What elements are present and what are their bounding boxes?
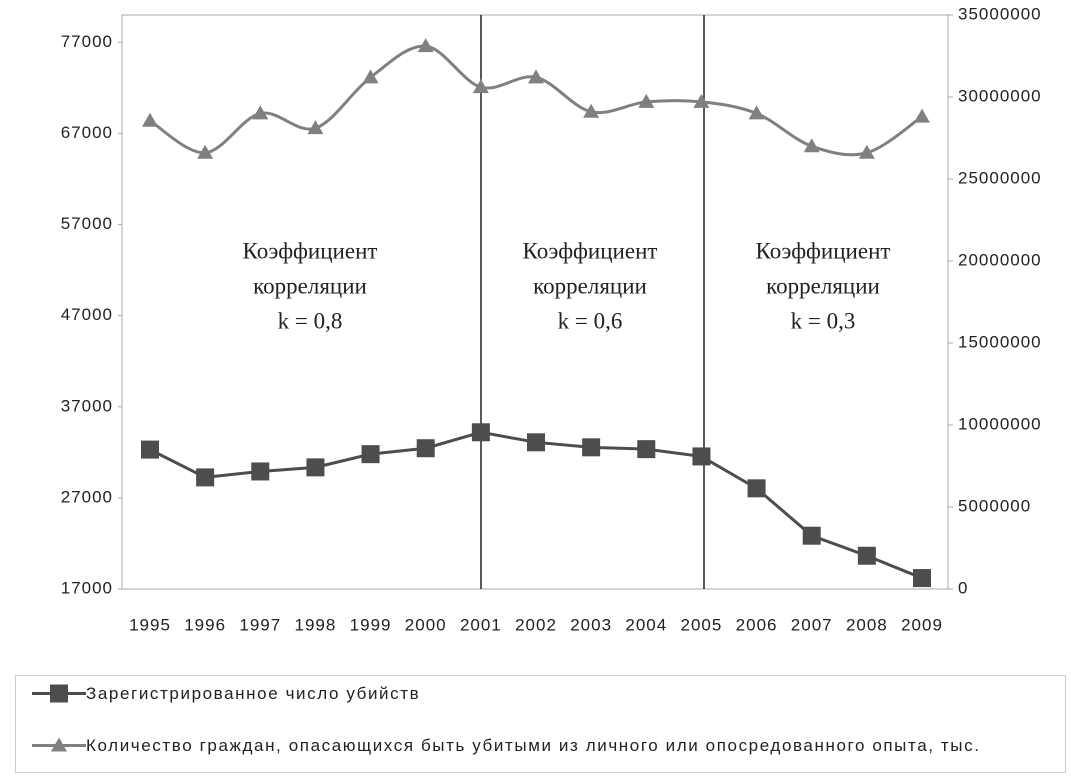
marker-square — [692, 447, 711, 466]
marker-square — [196, 468, 215, 487]
y2-tick-label: 25000000 — [958, 168, 1042, 187]
marker-triangle — [803, 138, 820, 153]
legend-marker — [50, 684, 68, 703]
x-tick-label: 1999 — [350, 615, 392, 634]
y-tick-label: 57000 — [61, 214, 113, 233]
annotation: k = 0,8 — [278, 308, 343, 333]
marker-square — [913, 569, 931, 588]
legend-label: Количество граждан, опасающихся быть уби… — [86, 736, 981, 755]
y-tick-label: 37000 — [61, 396, 113, 415]
annotation: корреляции — [253, 273, 367, 298]
legend-icon — [32, 737, 86, 752]
annotation: корреляции — [533, 273, 647, 298]
annotation: корреляции — [766, 273, 880, 298]
y2-tick-label: 35000000 — [958, 4, 1042, 23]
x-tick-label: 2007 — [791, 615, 833, 634]
annotation: Коэффициент — [523, 238, 658, 263]
x-tick-label: 2001 — [460, 615, 502, 634]
y2-tick-label: 20000000 — [958, 250, 1042, 269]
marker-triangle — [858, 144, 875, 159]
legend-label: Зарегистрированное число убийств — [86, 684, 421, 703]
legend-entry: Зарегистрированное число убийств — [30, 680, 1055, 707]
annotation: k = 0,6 — [558, 308, 623, 333]
marker-square — [527, 433, 545, 452]
y2-tick-label: 0 — [958, 578, 968, 597]
x-tick-label: 2000 — [405, 615, 447, 634]
x-tick-label: 1997 — [239, 615, 281, 634]
x-tick-label: 1995 — [129, 615, 171, 634]
x-tick-label: 2009 — [901, 615, 943, 634]
x-tick-label: 2008 — [846, 615, 888, 634]
marker-square — [251, 462, 270, 481]
marker-square — [416, 439, 435, 458]
x-tick-label: 1998 — [295, 615, 337, 634]
y-tick-label: 17000 — [61, 578, 113, 597]
annotation: Коэффициент — [756, 238, 891, 263]
y2-tick-label: 10000000 — [958, 414, 1042, 433]
legend-entry: Количество граждан, опасающихся быть уби… — [30, 732, 1055, 759]
series-line — [149, 44, 923, 157]
marker-triangle — [528, 69, 544, 84]
y-tick-label: 67000 — [61, 123, 113, 142]
y2-tick-label: 5000000 — [958, 496, 1031, 515]
y-tick-label: 27000 — [61, 487, 113, 506]
annotation: Коэффициент — [243, 238, 378, 263]
legend: Зарегистрированное число убийств Количест… — [15, 675, 1066, 773]
marker-triangle — [142, 112, 158, 127]
y2-tick-label: 30000000 — [958, 86, 1042, 105]
plot-frame — [121, 14, 949, 590]
legend-icon — [32, 684, 86, 703]
marker-square — [582, 438, 601, 457]
marker-square — [361, 445, 380, 464]
y2-tick-label: 15000000 — [958, 332, 1042, 351]
marker-triangle — [252, 105, 269, 120]
marker-square — [306, 458, 325, 477]
marker-triangle — [307, 120, 324, 135]
marker-triangle — [417, 38, 434, 53]
x-tick-label: 2003 — [570, 615, 612, 634]
marker-square — [141, 440, 159, 459]
y-tick-label: 47000 — [61, 305, 113, 324]
annotation: k = 0,3 — [791, 308, 856, 333]
chart: 17000 27000 37000 47000 57000 67000 77000 0 5000… — [61, 4, 1042, 634]
y-tick-label: 77000 — [61, 32, 113, 51]
marker-square — [637, 440, 656, 459]
x-tick-label: 2006 — [736, 615, 778, 634]
marker-triangle — [197, 144, 214, 159]
marker-square — [802, 526, 821, 545]
x-tick-label: 2004 — [625, 615, 667, 634]
marker-triangle — [914, 108, 930, 123]
marker-triangle — [472, 79, 489, 94]
series-line — [149, 430, 923, 580]
marker-square — [857, 546, 876, 565]
legend-marker — [51, 737, 67, 752]
x-tick-label: 1996 — [184, 615, 226, 634]
marker-square — [747, 479, 766, 498]
marker-triangle — [362, 69, 379, 84]
marker-triangle — [638, 93, 655, 108]
x-tick-label: 2005 — [681, 615, 723, 634]
x-tick-label: 2002 — [515, 615, 557, 634]
marker-triangle — [693, 93, 710, 108]
marker-triangle — [748, 105, 765, 120]
marker-triangle — [583, 103, 600, 118]
marker-square — [471, 423, 490, 442]
